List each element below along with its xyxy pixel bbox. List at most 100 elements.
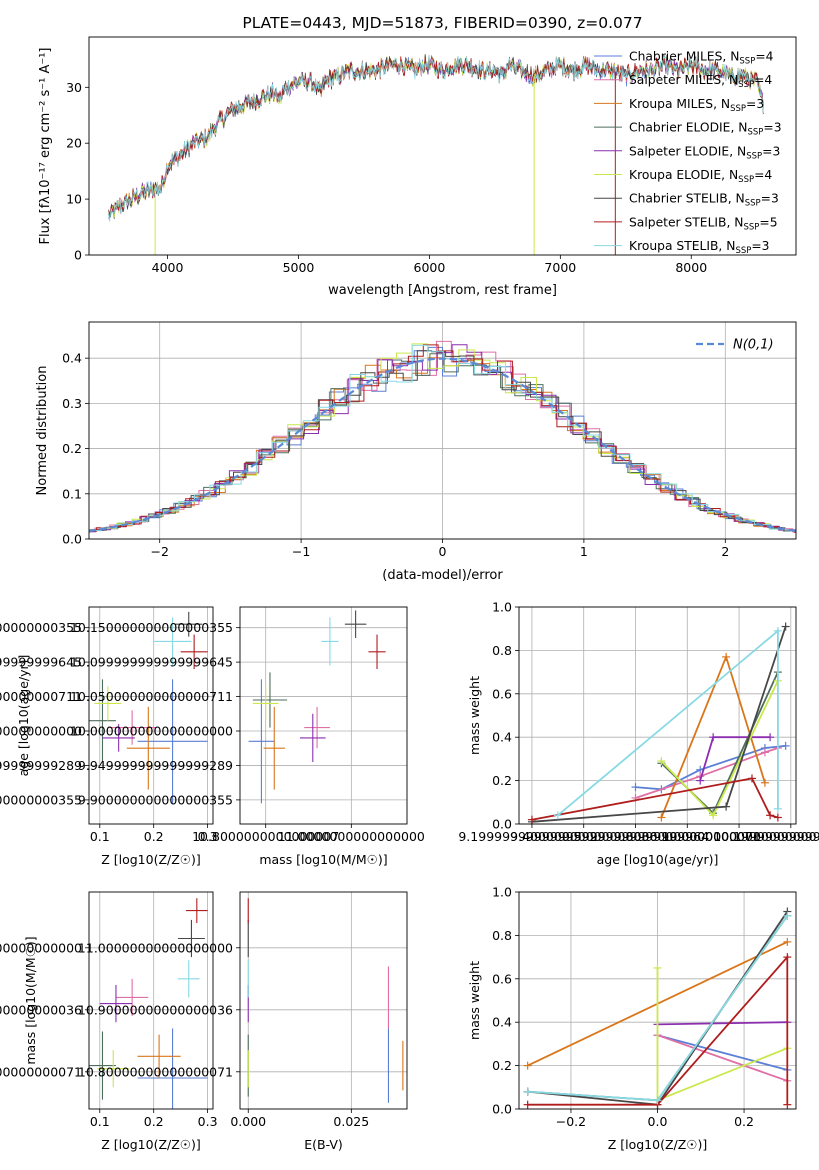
spectrum-ylabel: Flux [fλ10⁻¹⁷ erg cm⁻² s⁻¹ A⁻¹] [38,48,53,245]
error-bar-point [94,686,122,721]
weight-point-marker [766,733,775,742]
mass_vs_ebv-axes: 0.000 0.025 10.80000000000000071 10.9000000… [78,891,408,1129]
weight-point-marker [696,776,705,785]
weight-point-marker [657,757,666,766]
y-tick-label: 10.000000000000000000 [70,724,233,739]
x-tick-label: 0.025 [333,1114,369,1129]
spectrum-series-line [108,55,764,222]
y-tick-label: 0.4 [492,730,512,745]
legend-entry: Chabrier MILES, NSSP=4 [629,50,774,67]
residuals-axes: −2 −1 0 1 2 0.0 0.1 0.2 0.3 0.4 [62,321,797,559]
y-tick-label: 10.80000000000000071 [0,1064,82,1079]
error-bar-point [180,634,208,669]
x-tick-label: 0.000 [230,1114,266,1129]
weight-series-line [531,777,779,821]
error-bar-point [97,1050,130,1088]
weight-point-marker [553,811,562,820]
weight_vs_z-ylabel: mass weight [467,961,482,1040]
axes-frame [239,891,408,1110]
weight-point-marker [523,1087,532,1096]
mass_vs_z-plot-area [89,898,208,1109]
x-tick-label: 0.2 [144,1114,164,1129]
error-bar-point [299,713,326,762]
x-tick-label: 10.00000000000000000 [662,829,817,844]
error-bar-point [89,679,116,762]
y-tick-label: 10.80000000000000071 [78,1064,233,1079]
x-tick-label: 0.2 [144,829,164,844]
x-tick-label: 0.1 [90,829,110,844]
y-tick-label: 0.2 [492,773,512,788]
axes-frame [88,891,214,1110]
y-tick-label: 20 [66,136,82,151]
y-tick-label: 0.2 [62,441,82,456]
weight-point-marker [631,783,640,792]
x-tick-label: 11.0000000000000000 [278,829,425,844]
y-tick-label: 0 [74,248,82,263]
error-bar-point [304,706,330,749]
residuals-legend: N(0,1) [696,338,774,353]
y-tick-label: 10.90000000000000036 [78,1002,233,1017]
error-bar-point [344,610,367,638]
x-tick-label: 8000 [675,260,707,275]
weight-series-line [657,1034,788,1082]
legend-entry: Kroupa ELODIE, NSSP=4 [629,168,772,185]
y-tick-label: 0.6 [492,686,512,701]
weight-point-marker [653,1096,662,1105]
y-tick-label: 0.1 [62,486,82,501]
x-tick-label: 9.19999999999999929 [458,829,605,844]
age_vs_z-xlabel: Z [log10(Z/Z☉)] [101,852,201,867]
figure-title: PLATE=0443, MJD=51873, FIBERID=0390, z=0… [242,14,642,32]
age_vs_z-ylabel: age [log10(age/yr)] [16,655,31,777]
error-bar-point [252,686,279,721]
weight-series-line [657,1034,788,1071]
x-tick-label: 1 [580,544,588,559]
error-bar-point [137,1028,208,1109]
weight-point-marker [709,811,718,820]
x-tick-label: −1 [292,544,310,559]
x-tick-label: −0.2 [556,1114,586,1129]
legend-entry: Chabrier ELODIE, NSSP=3 [629,121,782,138]
y-tick-label: 0.4 [62,351,82,366]
residuals-xlabel: (data-model)/error [382,568,503,583]
x-tick-label: −2 [150,544,168,559]
y-tick-label: 0.0 [492,1102,512,1117]
axes-frame [518,606,797,825]
weight_vs_age-plot-area [527,622,790,824]
mass_vs_ebv-plot-area [247,898,404,1103]
weight_vs_z-axes: −0.2 0.0 0.2 0.0 0.2 0.4 0.6 0.8 1.0 [492,885,797,1129]
y-tick-label: 1.0 [492,600,512,615]
axes-frame [88,36,797,256]
spectrum-plot-area [108,53,764,255]
weight-point-marker [747,774,756,783]
y-tick-label: 0.8 [492,928,512,943]
y-tick-label: 11.00000000000000000 [78,940,233,955]
y-tick-label: 10.90000000000000036 [0,1002,82,1017]
y-tick-label: 1.0 [492,885,512,900]
error-bar-point [153,617,192,666]
y-tick-label: 10.050000000000000711 [70,689,233,704]
error-bar-point [368,634,386,669]
weight-point-marker [783,911,792,920]
weight_vs_age-axes: 9.199999999999999299.400000000000000369.… [458,600,819,845]
weight-point-marker [760,748,769,757]
x-tick-label: 9.40000000000000036 [510,829,657,844]
y-tick-label: 30 [66,80,82,95]
weight_vs_age-xlabel: age [log10(age/yr)] [597,852,719,867]
y-tick-label: 0.4 [492,1015,512,1030]
x-tick-label: 10.8000000000000007 [192,829,339,844]
weight-point-marker [523,1061,532,1070]
x-tick-label: 0.2 [734,1114,754,1129]
residual-histogram [89,357,796,532]
y-tick-label: 0.3 [62,396,82,411]
x-tick-label: 0 [439,544,447,559]
weight-point-marker [527,815,536,824]
legend-entry: Chabrier STELIB, NSSP=3 [629,192,779,209]
y-tick-label: 9.949999999999999289 [0,758,82,773]
weight-point-marker [783,1100,792,1109]
y-tick-label: 0.0 [492,817,512,832]
weight-point-marker [766,811,775,820]
error-bar-point [99,985,133,1023]
weight-point-marker [722,652,731,661]
